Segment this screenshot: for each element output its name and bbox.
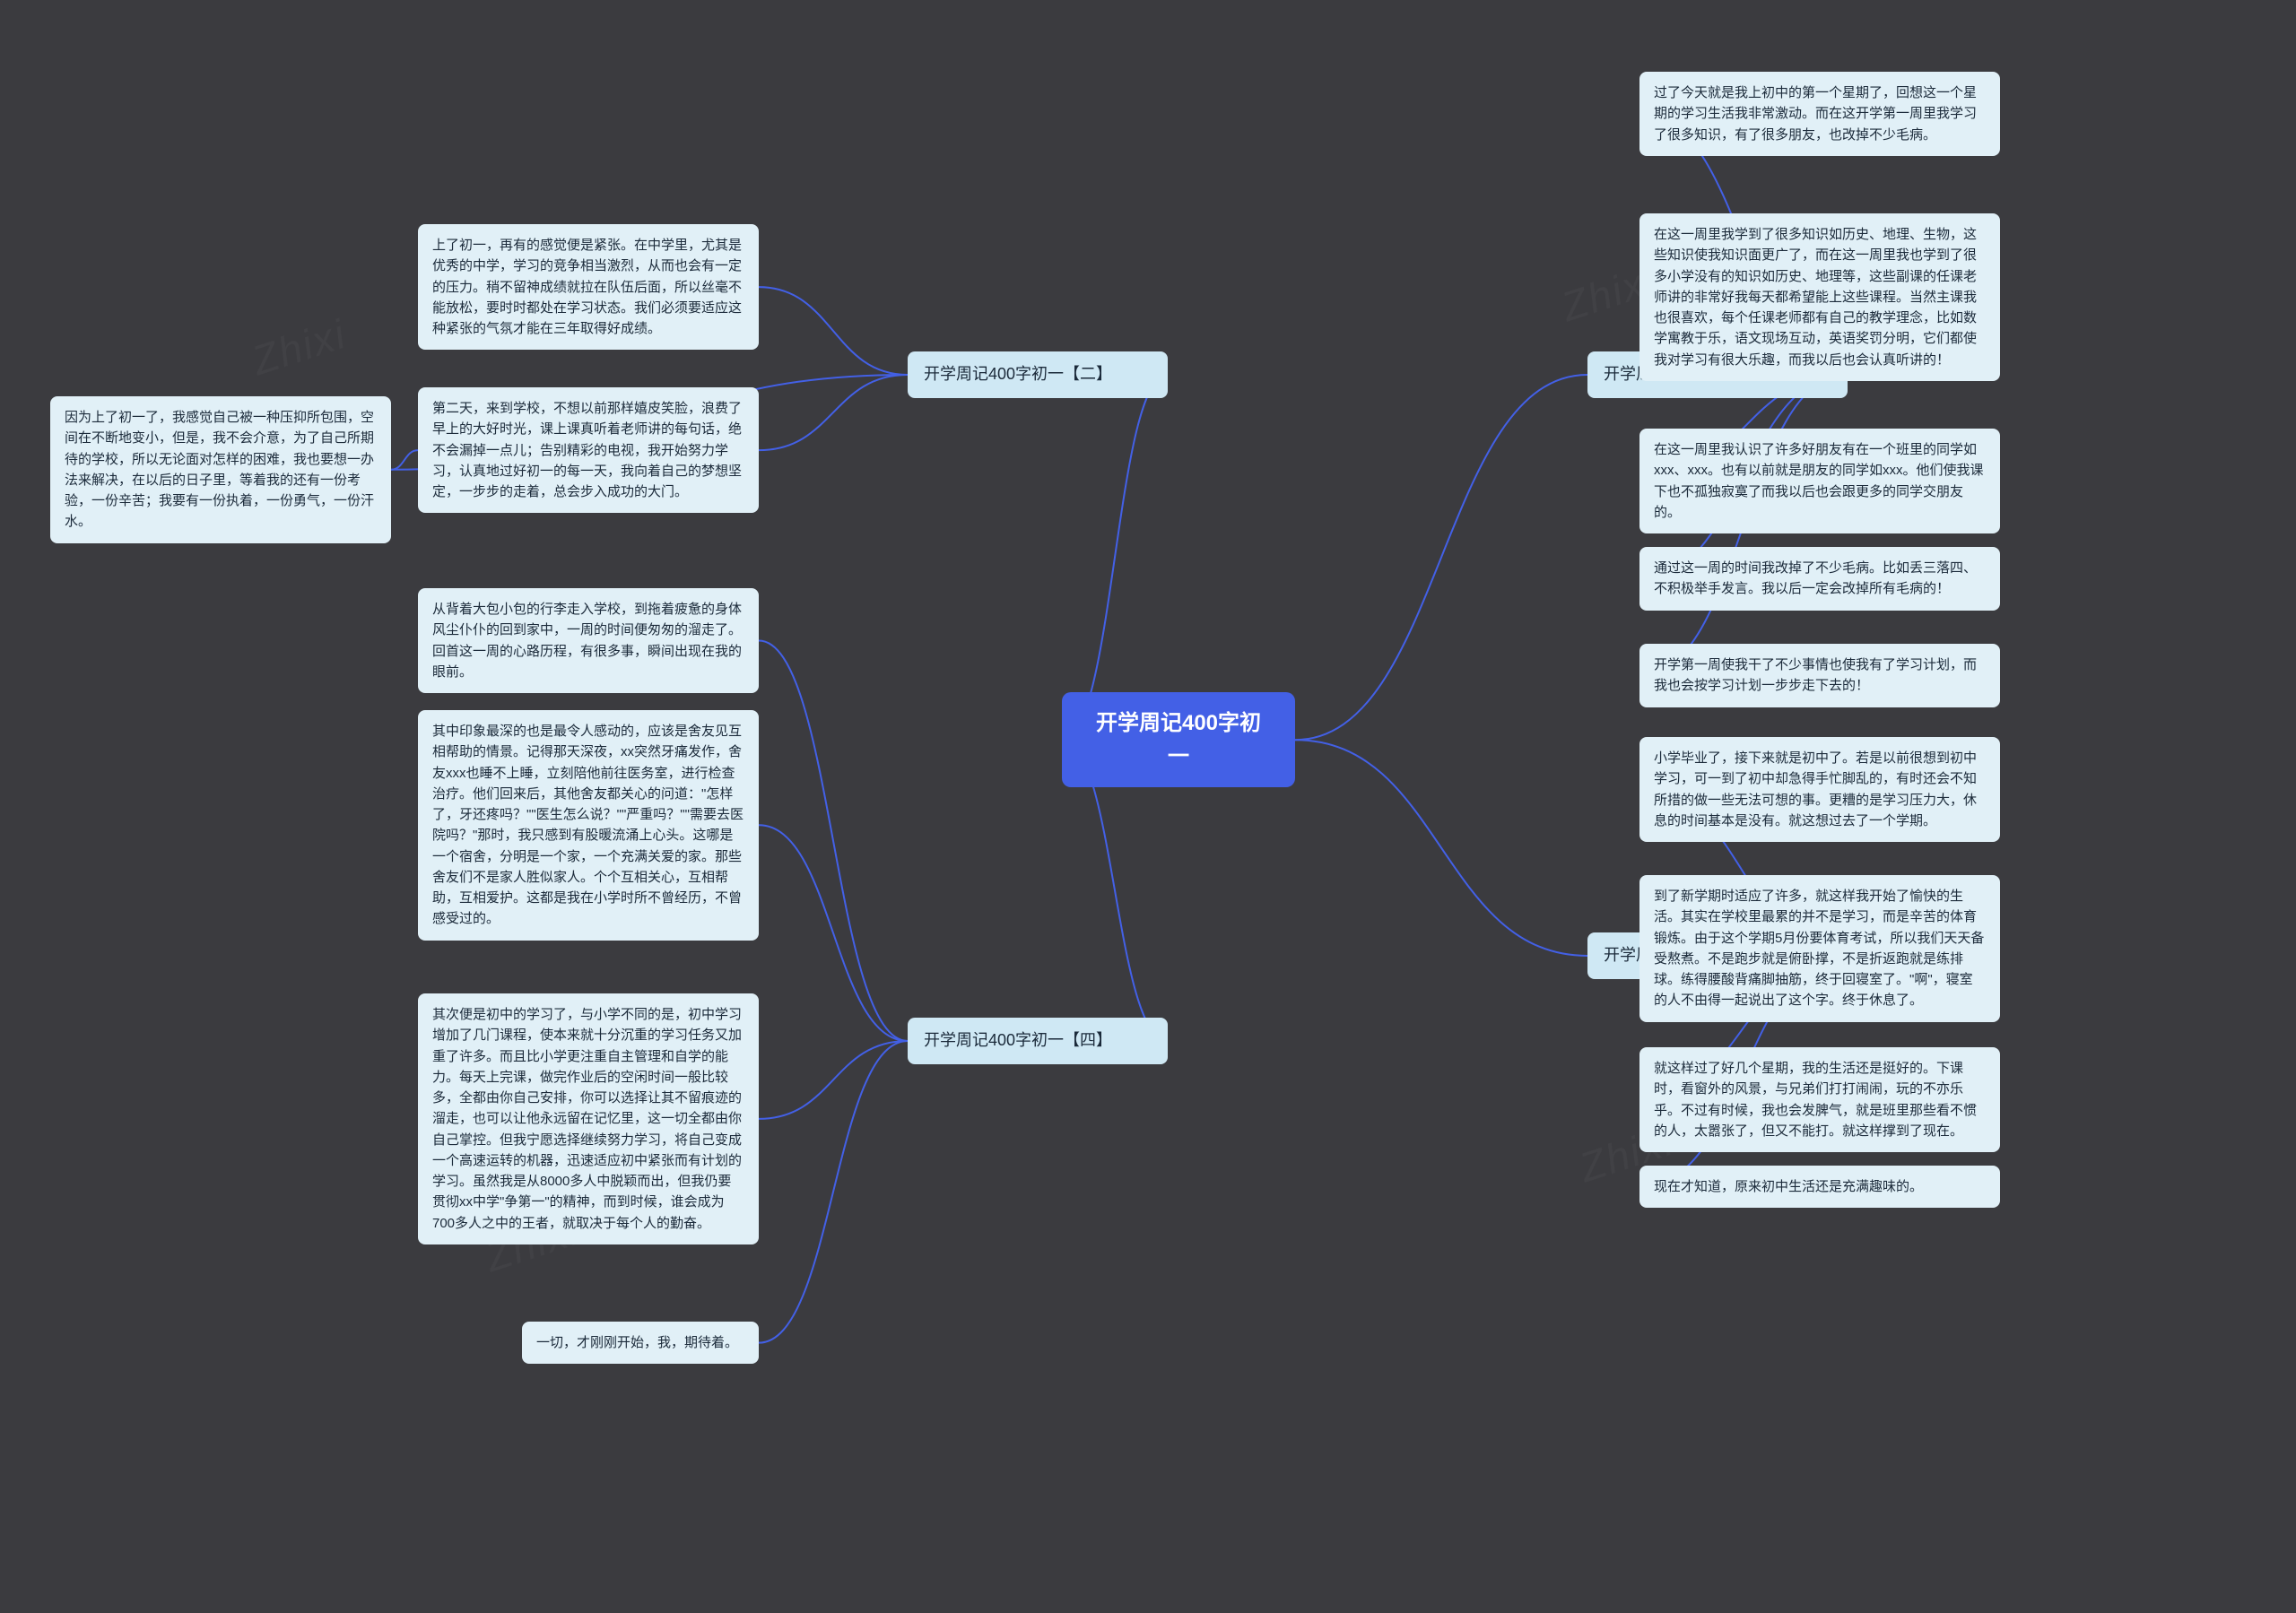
leaf-node: 在这一周里我认识了许多好朋友有在一个班里的同学如xxx、xxx。也有以前就是朋友… [1639,429,2000,533]
leaf-node: 在这一周里我学到了很多知识如历史、地理、生物，这些知识使我知识面更广了，而在这一… [1639,213,2000,381]
root-node: 开学周记400字初一 [1062,692,1295,787]
leaf-node: 其中印象最深的也是最令人感动的，应该是舍友见互相帮助的情景。记得那天深夜，xx突… [418,710,759,941]
leaf-node: 从背着大包小包的行李走入学校，到拖着疲惫的身体风尘仆仆的回到家中，一周的时间便匆… [418,588,759,693]
mindmap-canvas: ZhixiZhixiZhixiZhixi开学周记400字初一开学周记400字初一… [0,0,2296,1613]
leaf-node: 过了今天就是我上初中的第一个星期了，回想这一个星期的学习生活我非常激动。而在这开… [1639,72,2000,156]
leaf-node: 上了初一，再有的感觉便是紧张。在中学里，尤其是优秀的中学，学习的竞争相当激烈，从… [418,224,759,350]
watermark: Zhixi [246,309,352,385]
leaf-node: 一切，才刚刚开始，我，期待着。 [522,1322,759,1364]
branch-node: 开学周记400字初一【二】 [908,351,1168,398]
leaf-node: 到了新学期时适应了许多，就这样我开始了愉快的生活。其实在学校里最累的并不是学习，… [1639,875,2000,1022]
branch-node: 开学周记400字初一【四】 [908,1018,1168,1064]
leaf-node: 第二天，来到学校，不想以前那样嬉皮笑脸，浪费了早上的大好时光，课上课真听着老师讲… [418,387,759,513]
leaf-node: 小学毕业了，接下来就是初中了。若是以前很想到初中学习，可一到了初中却急得手忙脚乱… [1639,737,2000,842]
leaf-node: 现在才知道，原来初中生活还是充满趣味的。 [1639,1166,2000,1208]
leaf-node: 就这样过了好几个星期，我的生活还是挺好的。下课时，看窗外的风景，与兄弟们打打闹闹… [1639,1047,2000,1152]
leaf-node: 因为上了初一了，我感觉自己被一种压抑所包围，空间在不断地变小，但是，我不会介意，… [50,396,391,543]
leaf-node: 开学第一周使我干了不少事情也使我有了学习计划，而我也会按学习计划一步步走下去的！ [1639,644,2000,707]
leaf-node: 通过这一周的时间我改掉了不少毛病。比如丢三落四、不积极举手发言。我以后一定会改掉… [1639,547,2000,611]
leaf-node: 其次便是初中的学习了，与小学不同的是，初中学习增加了几门课程，使本来就十分沉重的… [418,993,759,1244]
